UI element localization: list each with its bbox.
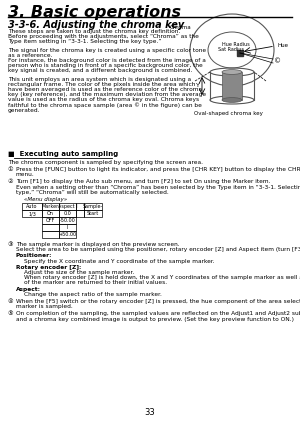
Text: +50.00: +50.00	[58, 232, 76, 237]
Bar	[59, 217, 76, 224]
Bar	[42, 231, 59, 238]
Text: When the [F5] switch or the rotary encoder [Z] is pressed, the hue component of : When the [F5] switch or the rotary encod…	[16, 299, 300, 304]
Text: Oval-shaped chroma key: Oval-shaped chroma key	[194, 111, 262, 116]
Text: Y: Y	[196, 83, 200, 88]
Bar	[42, 224, 59, 231]
Bar	[22, 203, 42, 210]
Text: ■  Executing auto sampling: ■ Executing auto sampling	[8, 151, 118, 157]
Text: ©: ©	[274, 58, 282, 64]
Text: The chroma component is sampled by specifying the screen area.: The chroma component is sampled by speci…	[8, 160, 203, 165]
Text: menu.: menu.	[16, 172, 35, 177]
Text: Hue: Hue	[277, 43, 288, 48]
Text: Change the aspect ratio of the sample marker.: Change the aspect ratio of the sample ma…	[24, 292, 162, 297]
Text: Turn [F1] to display the Auto sub menu, and turn [F2] to set On using the Marker: Turn [F1] to display the Auto sub menu, …	[16, 179, 271, 184]
Text: Type item setting in “3-3-1. Selecting the key type.”: Type item setting in “3-3-1. Selecting t…	[8, 39, 161, 44]
Text: ①: ①	[8, 167, 14, 172]
Text: l: l	[67, 225, 68, 230]
Text: On completion of the sampling, the sampled values are reflected on the Adjust1 a: On completion of the sampling, the sampl…	[16, 311, 300, 316]
Text: of the marker are returned to their initial values.: of the marker are returned to their init…	[24, 280, 167, 286]
Text: On: On	[47, 211, 54, 216]
Text: 3. Basic operations: 3. Basic operations	[8, 5, 181, 20]
Text: Sat Radius: Sat Radius	[218, 47, 244, 52]
Text: ③: ③	[8, 242, 14, 247]
Text: Even when a setting other than “Chroma” has been selected by the Type item in “3: Even when a setting other than “Chroma” …	[16, 184, 300, 190]
Text: This unit employs an area system which is designated using a: This unit employs an area system which i…	[8, 77, 191, 82]
Text: 1/3: 1/3	[28, 211, 36, 216]
Bar	[76, 203, 84, 210]
Bar	[59, 203, 76, 210]
Text: Auto: Auto	[26, 204, 38, 209]
Text: as a reference.: as a reference.	[8, 53, 52, 58]
Text: For instance, the background color is detected from the image of a: For instance, the background color is de…	[8, 58, 206, 63]
Text: generated.: generated.	[8, 108, 41, 113]
Text: Hue Radius: Hue Radius	[222, 42, 250, 47]
Bar	[22, 210, 42, 217]
Text: type,” “Chroma” will still be automatically selected.: type,” “Chroma” will still be automatica…	[16, 190, 169, 195]
Bar	[42, 210, 59, 217]
Text: These steps are taken to adjust the chroma key definition.: These steps are taken to adjust the chro…	[8, 29, 180, 34]
Text: Marker: Marker	[42, 204, 59, 209]
Text: Aspect l: Aspect l	[58, 204, 77, 209]
Bar	[59, 231, 76, 238]
Text: marker is sampled.: marker is sampled.	[16, 304, 73, 309]
Bar	[84, 203, 102, 210]
Text: Chroma: Chroma	[170, 25, 192, 30]
Text: Positioner:: Positioner:	[16, 253, 52, 258]
Text: faithful to the chroma space sample (area © in the figure) can be: faithful to the chroma space sample (are…	[8, 103, 202, 108]
Text: ⑤: ⑤	[8, 311, 14, 316]
Text: 33: 33	[145, 408, 155, 417]
Text: «Menu display»: «Menu display»	[24, 197, 67, 202]
Text: and a chroma key combined image is output to preview. (Set the key preview funct: and a chroma key combined image is outpu…	[16, 316, 294, 321]
Text: When rotary encoder [Z] is held down, the X and Y coordinates of the sample mark: When rotary encoder [Z] is held down, th…	[24, 275, 300, 280]
Bar	[42, 217, 59, 224]
Text: have been averaged is used as the reference color of the chroma: have been averaged is used as the refere…	[8, 87, 202, 92]
Text: ②: ②	[8, 179, 14, 184]
Text: The sample marker is displayed on the preview screen.: The sample marker is displayed on the pr…	[16, 242, 180, 247]
Text: Sample-: Sample-	[83, 204, 103, 209]
Text: key signal is created, and a different background is combined.: key signal is created, and a different b…	[8, 69, 192, 74]
Text: 0.0: 0.0	[64, 211, 71, 216]
Text: rectangular frame. The color of the pixels inside the area which: rectangular frame. The color of the pixe…	[8, 82, 195, 87]
Text: 3-3-6. Adjusting the chroma key: 3-3-6. Adjusting the chroma key	[8, 20, 184, 30]
Text: Start: Start	[87, 211, 99, 216]
Bar	[42, 203, 59, 210]
Bar	[59, 224, 76, 231]
Ellipse shape	[222, 70, 242, 74]
Text: value is used as the radius of the chroma key oval. Chroma keys: value is used as the radius of the chrom…	[8, 97, 199, 102]
Text: Select the area to be sampled using the positioner, rotary encoder [Z] and Aspec: Select the area to be sampled using the …	[16, 247, 300, 252]
Text: The signal for the chroma key is created using a specific color tone: The signal for the chroma key is created…	[8, 48, 206, 52]
Text: Press the [FUNC] button to light its indicator, and press the [CHR KEY] button t: Press the [FUNC] button to light its ind…	[16, 167, 300, 172]
Bar	[59, 210, 76, 217]
Bar	[76, 210, 84, 217]
Bar	[84, 210, 102, 217]
Text: OFF: OFF	[46, 218, 55, 223]
Text: key (key reference), and the maximum deviation from the average: key (key reference), and the maximum dev…	[8, 92, 206, 97]
Bar	[222, 72, 242, 100]
Text: Specify the X coordinate and Y coordinate of the sample marker.: Specify the X coordinate and Y coordinat…	[24, 258, 214, 264]
Text: Rotary encoder [Z]:: Rotary encoder [Z]:	[16, 265, 81, 270]
Ellipse shape	[222, 98, 242, 102]
Text: ④: ④	[8, 299, 14, 304]
Text: Before proceeding with the adjustments, select “Chroma” as the: Before proceeding with the adjustments, …	[8, 34, 199, 39]
Text: Adjust the size of the sample marker.: Adjust the size of the sample marker.	[24, 270, 134, 275]
Text: -50.00: -50.00	[60, 218, 75, 223]
Text: Aspect:: Aspect:	[16, 287, 41, 291]
Text: person who is standing in front of a specific background color, the: person who is standing in front of a spe…	[8, 63, 203, 68]
